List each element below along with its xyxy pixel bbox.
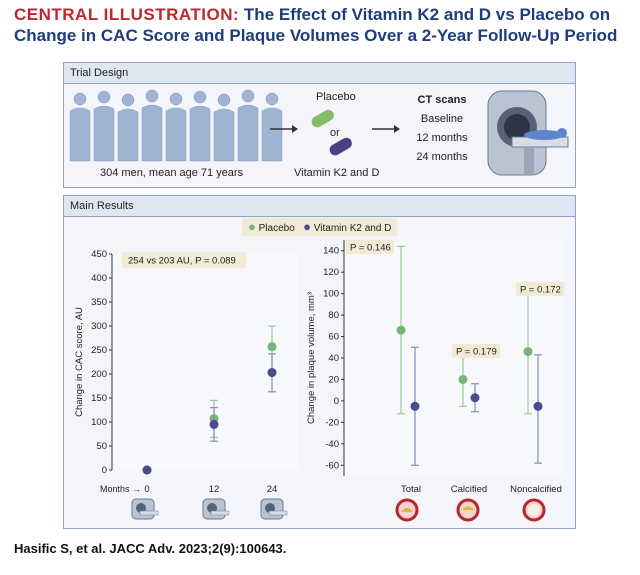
- legend: ● Placebo ● Vitamin K2 and D: [242, 218, 398, 236]
- vitamin-point: [410, 401, 420, 411]
- ct-item: 24 months: [416, 151, 468, 163]
- ct-item: 12 months: [416, 132, 468, 144]
- title-label: CENTRAL ILLUSTRATION:: [14, 5, 240, 24]
- y-tick-label: 250: [91, 345, 107, 356]
- main-results-heading: Main Results: [64, 196, 575, 217]
- artery-calcified-icon: [456, 498, 480, 522]
- trial-design-heading: Trial Design: [64, 63, 575, 84]
- annotation-box: [122, 252, 246, 268]
- annotation-text: 254 vs 203 AU, P = 0.089: [128, 256, 236, 267]
- y-tick-label: 60: [328, 332, 339, 343]
- citation: Hasific S, et al. JACC Adv. 2023;2(9):10…: [14, 541, 287, 556]
- arrow-icon: [372, 125, 400, 133]
- x-tick-label: 12: [209, 484, 220, 495]
- y-tick-label: 20: [328, 374, 339, 385]
- legend-placebo-marker: ●: [248, 219, 256, 234]
- artery-noncalcified-icon: [522, 498, 546, 522]
- ct-scanner-icon: [202, 498, 230, 520]
- vitamin-arm-label: Vitamin K2 and D: [294, 167, 380, 179]
- ct-item: Baseline: [420, 113, 464, 125]
- placebo-point: [523, 347, 533, 357]
- ct-scanner-icon: [260, 498, 288, 520]
- y-tick-label: 80: [328, 310, 339, 321]
- ct-scanner-icon: [487, 90, 569, 176]
- people-icon: [69, 89, 283, 162]
- x-tick-label: Calcified: [451, 484, 487, 495]
- annotation-text: P = 0.146: [350, 243, 391, 254]
- annotation-box: [516, 282, 564, 296]
- placebo-pill-icon: [311, 109, 334, 128]
- annotation-box: [346, 240, 394, 254]
- title-line1: The Effect of Vitamin K2 and D vs Placeb…: [243, 5, 611, 24]
- vitamin-point: [142, 465, 152, 475]
- ct-scanner-icon: [131, 498, 159, 520]
- y-tick-label: 140: [323, 246, 339, 257]
- y-tick-label: 0: [334, 396, 339, 407]
- y-tick-label: -40: [325, 439, 339, 450]
- x-tick-label: Noncalcified: [510, 484, 562, 495]
- placebo-point: [267, 342, 277, 352]
- y-tick-label: -20: [325, 417, 339, 428]
- vitamin-point: [267, 368, 277, 378]
- or-label: or: [330, 127, 340, 139]
- y-tick-label: 200: [91, 369, 107, 380]
- y-axis-label: Change in plaque volume, mm³: [306, 292, 317, 424]
- y-tick-label: 300: [91, 321, 107, 332]
- trial-design-panel: Trial Design 304 men, mean age 71 years …: [63, 62, 576, 188]
- y-tick-label: 100: [91, 417, 107, 428]
- x-tick-label: 0: [144, 484, 149, 495]
- y-tick-label: 100: [323, 289, 339, 300]
- y-tick-label: 400: [91, 273, 107, 284]
- vitamin-point: [470, 393, 480, 403]
- x-tick-label: Total: [401, 484, 421, 495]
- arrow-icon: [270, 125, 298, 133]
- legend-vitamin-marker: ●: [303, 219, 311, 234]
- y-tick-label: 150: [91, 393, 107, 404]
- ct-scans-block: CT scans Baseline 12 months 24 months: [406, 91, 478, 167]
- vitamin-point: [209, 419, 219, 429]
- title-line2: Change in CAC Score and Plaque Volumes O…: [14, 26, 618, 45]
- legend-vitamin-label: Vitamin K2 and D: [313, 223, 392, 234]
- annotation-text: P = 0.179: [456, 347, 497, 358]
- cohort-description: 304 men, mean age 71 years: [100, 167, 244, 179]
- placebo-point: [458, 374, 468, 384]
- placebo-point: [396, 325, 406, 335]
- ct-scans-title: CT scans: [417, 94, 467, 106]
- y-tick-label: 50: [96, 441, 107, 452]
- y-tick-label: -60: [325, 460, 339, 471]
- y-tick-label: 0: [102, 465, 107, 476]
- artery-total-icon: [395, 498, 419, 522]
- y-axis-label: Change in CAC score, AU: [74, 307, 85, 417]
- y-tick-label: 120: [323, 267, 339, 278]
- annotation-text: P = 0.172: [520, 285, 561, 296]
- y-tick-label: 450: [91, 249, 107, 260]
- vitamin-pill-icon: [329, 137, 352, 156]
- main-results-panel: Main Results ● Placebo ● Vitamin K2 and …: [63, 195, 576, 529]
- annotation-box: [452, 344, 500, 358]
- y-tick-label: 350: [91, 297, 107, 308]
- x-tick-label: 24: [267, 484, 278, 495]
- central-illustration-title: CENTRAL ILLUSTRATION: The Effect of Vita…: [14, 4, 626, 46]
- legend-placebo-label: Placebo: [258, 223, 295, 234]
- placebo-arm-label: Placebo: [316, 91, 356, 103]
- x-axis-marker: Months →: [100, 484, 141, 494]
- plot-area: [112, 254, 298, 470]
- y-tick-label: 40: [328, 353, 339, 364]
- vitamin-point: [533, 401, 543, 411]
